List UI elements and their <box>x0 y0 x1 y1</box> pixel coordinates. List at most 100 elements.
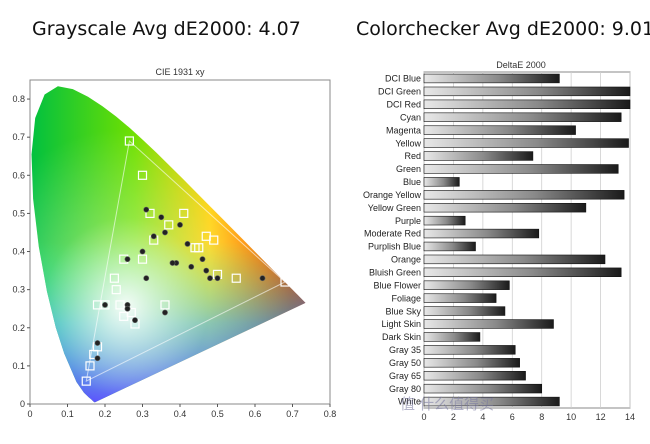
category-label: White <box>398 397 421 407</box>
y-tick-label: 0 <box>20 399 25 409</box>
x-tick-label: 0.8 <box>324 409 337 419</box>
deltae-bar-chart: DeltaE 2000 DCI Blue DCI Green DCI Red Cyan… <box>363 60 635 422</box>
deltae-bar <box>423 86 631 97</box>
category-label: Moderate Red <box>364 229 421 239</box>
y-tick-label: 0.6 <box>12 170 25 180</box>
measured-circle-point <box>199 256 206 263</box>
target-square-point <box>109 273 119 283</box>
x-tick-label: 0.4 <box>174 409 187 419</box>
category-label: Orange <box>391 255 421 265</box>
category-label: Gray 50 <box>389 358 421 368</box>
y-tick-label: 0.2 <box>12 323 25 333</box>
x-tick-label: 14 <box>625 412 635 422</box>
category-label: Cyan <box>400 112 421 122</box>
x-tick-label: 0 <box>27 409 32 419</box>
deltae-axis: 0 2 4 6 8 10 12 14 <box>421 412 635 422</box>
measured-circle-point <box>214 275 221 282</box>
deltae-bar <box>423 73 560 84</box>
category-label: Blue Flower <box>373 280 421 290</box>
x-tick-label: 10 <box>566 412 576 422</box>
measured-circle-point <box>124 305 131 312</box>
deltae-bar <box>423 280 510 290</box>
category-label: Gray 80 <box>389 384 421 394</box>
measured-circle-point <box>150 233 157 240</box>
target-square-point <box>126 307 136 318</box>
measured-circle-point <box>143 206 150 213</box>
target-square-point <box>179 208 189 219</box>
measured-circle-point <box>158 214 165 221</box>
y-tick-label: 0.4 <box>12 247 25 257</box>
measured-circle-point <box>188 263 195 270</box>
deltae-bar <box>423 112 622 122</box>
grayscale-headline: Grayscale Avg dE2000: 4.07 <box>32 18 301 40</box>
measured-circle-point <box>143 275 150 282</box>
category-label: Purplish Blue <box>368 242 421 252</box>
category-label: Bluish Green <box>369 268 421 278</box>
target-square-point <box>115 300 125 310</box>
measured-circle-point <box>139 248 146 255</box>
measured-circle-point <box>177 221 183 228</box>
measured-circle-point <box>94 340 101 346</box>
category-label: Gray 35 <box>389 345 421 355</box>
cie-points <box>81 136 290 386</box>
category-label: Purple <box>395 216 421 226</box>
y-tick-label: 0.1 <box>12 361 25 371</box>
deltae-bar <box>423 319 554 329</box>
category-label: DCI Blue <box>385 74 421 84</box>
measured-circle-point <box>94 355 101 362</box>
target-square-point <box>111 285 121 295</box>
deltae-bars: DCI Blue DCI Green DCI Red Cyan Magenta Yello… <box>363 73 631 407</box>
bar-plot-frame <box>423 71 631 409</box>
cie-1931-chart: CIE 1931 xy 0 0.1 0.2 0.3 0.4 0.5 0.6 0.7 0.8 0 0.… <box>12 67 336 419</box>
x-tick-label: 0.2 <box>99 409 112 419</box>
deltae-bar <box>423 228 540 239</box>
deltae-bar <box>423 293 497 303</box>
x-tick-label: 2 <box>451 412 456 422</box>
cie-axes: 0 0.1 0.2 0.3 0.4 0.5 0.6 0.7 0.8 0 0.1 0.2 0.3 0.4 0.… <box>12 94 336 419</box>
deltae-bar <box>423 383 543 394</box>
deltae-bar <box>423 190 625 200</box>
measured-circle-point <box>132 317 138 324</box>
measured-circle-point <box>169 260 176 266</box>
measured-circle-point <box>162 309 168 316</box>
measured-circle-point <box>124 256 131 263</box>
target-square-point <box>137 254 148 264</box>
category-label: Blue Sky <box>385 306 421 316</box>
deltae-bar <box>423 332 481 342</box>
category-label: DCI Red <box>386 100 421 110</box>
category-label: Green <box>396 164 421 174</box>
x-tick-label: 6 <box>510 412 515 422</box>
deltae-bar <box>423 358 520 368</box>
deltae-bar <box>423 241 476 252</box>
deltae-bar <box>423 345 516 355</box>
target-square-point <box>137 170 148 180</box>
deltae-bar <box>423 215 466 226</box>
x-tick-label: 0.1 <box>61 409 74 419</box>
target-square-point <box>89 349 99 360</box>
category-label: Red <box>404 151 421 161</box>
target-square-point <box>85 361 95 371</box>
target-square-point <box>231 273 241 283</box>
deltae-bar <box>423 164 619 174</box>
gamut-triangle <box>85 140 286 382</box>
deltae-bar <box>423 396 560 407</box>
x-tick-label: 0.3 <box>136 409 149 419</box>
cie-chart-title: CIE 1931 xy <box>155 67 205 77</box>
category-label: Gray 65 <box>389 371 421 381</box>
y-tick-label: 0.7 <box>12 132 25 142</box>
category-label: Light Skin <box>381 319 421 329</box>
x-tick-label: 0.6 <box>249 409 262 419</box>
x-tick-label: 0 <box>421 412 426 422</box>
target-square-point <box>190 243 200 253</box>
x-tick-label: 4 <box>480 412 485 422</box>
category-label: DCI Green <box>378 87 421 97</box>
target-square-point <box>145 208 155 219</box>
target-square-point <box>124 136 134 146</box>
target-square-point <box>280 277 290 287</box>
y-tick-label: 0.3 <box>12 285 25 295</box>
target-square-point <box>100 300 110 310</box>
target-square-point <box>81 376 91 386</box>
deltae-bar <box>423 267 622 278</box>
category-label: Yellow <box>395 138 421 148</box>
target-square-point <box>209 235 219 245</box>
